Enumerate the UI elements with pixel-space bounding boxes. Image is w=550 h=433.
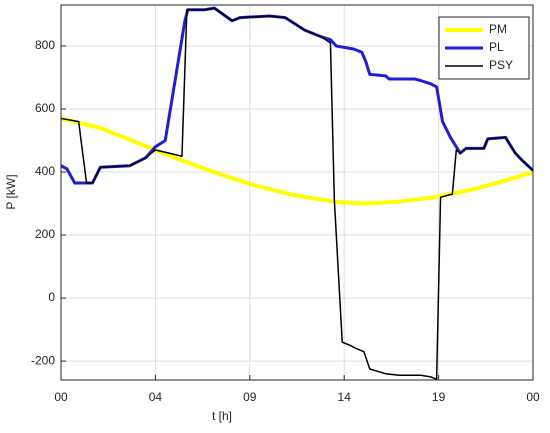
plot-frame [60,4,534,381]
y-tick-label: 200 [35,227,55,241]
x-tick-label: 19 [432,390,446,404]
y-tick-label: 600 [35,101,55,115]
x-tick-label: 09 [243,390,257,404]
y-axis-label: P [kW] [4,174,18,209]
series-line [60,116,534,206]
y-tick-label: 800 [35,38,55,52]
x-tick-label: 00 [526,390,540,404]
legend: PM PL PSY [438,16,530,80]
series-line [60,7,534,381]
x-tick-label: 04 [149,390,163,404]
y-tick-label: 0 [48,290,55,304]
x-axis-label: t [h] [212,409,232,423]
legend-label: PM [489,22,507,36]
y-tick-label: 400 [35,164,55,178]
y-tick-label: -200 [31,353,55,367]
x-tick-label: 14 [338,390,352,404]
legend-label: PL [489,40,504,54]
legend-label: PSY [489,58,513,72]
x-tick-label: 00 [54,390,68,404]
